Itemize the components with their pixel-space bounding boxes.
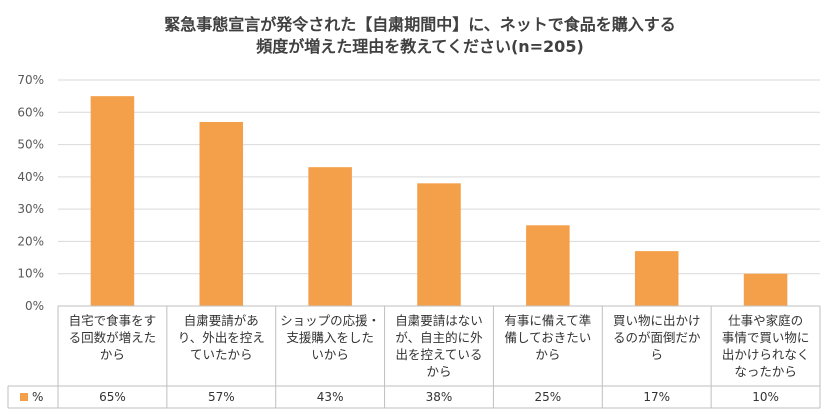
- bar: [90, 96, 135, 307]
- category-label-line: 出かけられなく: [722, 347, 810, 362]
- category-label-line: 事情で買い物に: [722, 330, 810, 345]
- category-label-line: から: [426, 364, 451, 379]
- value-label: 17%: [643, 390, 670, 404]
- category-label-line: なったから: [734, 364, 797, 379]
- y-tick-label: 20%: [17, 234, 44, 248]
- bar: [417, 183, 461, 306]
- category-label-line: 自宅で食事をす: [69, 313, 157, 328]
- y-tick-label: 60%: [17, 105, 44, 119]
- bar: [308, 167, 352, 306]
- category-label-line: 有事に備えて準: [504, 313, 591, 328]
- category-label-line: ら: [650, 347, 663, 362]
- category-label-line: 仕事や家庭の: [728, 313, 803, 328]
- category-label-line: から: [100, 347, 125, 362]
- y-tick-label: 30%: [17, 202, 44, 216]
- value-label: 25%: [535, 390, 562, 404]
- value-label: 38%: [426, 390, 453, 404]
- title-line: 頻度が増えた理由を教えてください(n=205): [256, 37, 584, 56]
- category-label-line: 買い物に出かけ: [613, 313, 701, 328]
- category-label-line: ていたから: [190, 347, 253, 362]
- category-label-line: る回数が増えた: [69, 330, 157, 345]
- y-tick-label: 70%: [17, 73, 44, 87]
- y-tick-label: 0%: [25, 299, 44, 313]
- legend-label: %: [32, 390, 43, 404]
- bar: [199, 121, 244, 306]
- y-tick-label: 10%: [17, 267, 44, 281]
- value-label: 65%: [99, 390, 126, 404]
- category-label-line: 自粛要請があ: [184, 313, 259, 328]
- bar: [743, 273, 788, 306]
- category-label-line: 自粛要請はない: [395, 313, 483, 328]
- data-table: 自宅で食事をする回数が増えたから自粛要請があり、外出を控えていたからショップの応…: [7, 305, 821, 409]
- category-label-line: から: [535, 347, 560, 362]
- bar: [634, 251, 679, 306]
- category-label-line: 支援購入をした: [286, 330, 374, 345]
- category-label-line: いから: [311, 347, 349, 362]
- bars: [90, 96, 788, 307]
- y-axis-ticks: 0% 10% 20% 30% 40% 50% 60% 70%: [17, 73, 44, 313]
- category-label-line: るのが面倒だか: [613, 330, 701, 345]
- bar: [526, 225, 570, 306]
- value-label: 57%: [208, 390, 235, 404]
- category-label-line: 出を控えている: [396, 347, 483, 362]
- y-tick-label: 40%: [17, 170, 44, 184]
- category-label-line: ショップの応援・: [280, 313, 380, 328]
- category-label-line: が、自主的に外: [395, 330, 483, 345]
- category-label-line: 備しておきたい: [504, 330, 591, 345]
- y-tick-label: 50%: [17, 138, 44, 152]
- value-label: 43%: [317, 390, 344, 404]
- category-label-line: り、外出を控え: [178, 330, 265, 345]
- legend-swatch: [20, 393, 28, 401]
- chart-title: 緊急事態宣言が発令された【自粛期間中】に、ネットで食品を購入する頻度が増えた理由…: [164, 15, 676, 56]
- title-line: 緊急事態宣言が発令された【自粛期間中】に、ネットで食品を購入する: [164, 15, 676, 34]
- value-label: 10%: [752, 390, 779, 404]
